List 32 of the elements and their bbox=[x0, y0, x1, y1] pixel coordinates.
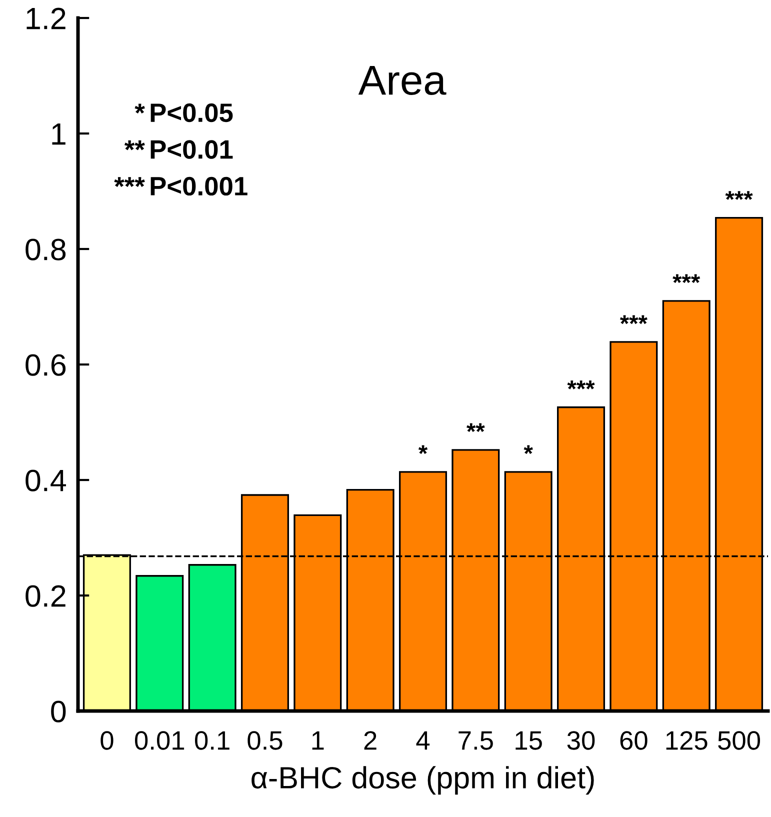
data-label: *** bbox=[567, 380, 595, 390]
x-tick-label: 0 bbox=[100, 731, 114, 750]
x-tick-label: 15 bbox=[516, 731, 542, 750]
y-tick-label: 0.6 bbox=[26, 354, 66, 376]
x-tick-label: 0.01 bbox=[134, 731, 184, 750]
y-tick-label: 0.4 bbox=[26, 470, 66, 492]
y-tick-label: 1 bbox=[52, 124, 66, 145]
x-tick-label: 0.1 bbox=[195, 731, 230, 750]
x-axis-title: α-BHC dose (ppm in diet) bbox=[252, 766, 594, 795]
x-tick-label: 4 bbox=[416, 731, 430, 750]
x-tick-label: 1 bbox=[312, 731, 324, 750]
annotation: *** P<0.001 bbox=[114, 176, 248, 196]
x-tick-label: 500 bbox=[718, 731, 760, 750]
x-tick-label: 0.5 bbox=[248, 731, 282, 750]
x-tick-label: 125 bbox=[666, 731, 708, 750]
data-label: *** bbox=[620, 315, 648, 324]
x-tick-label: 2 bbox=[364, 731, 376, 750]
y-tick-label: 1.2 bbox=[26, 8, 66, 30]
data-label: *** bbox=[725, 191, 753, 200]
data-label: * bbox=[524, 445, 533, 454]
y-tick-label: 0.8 bbox=[26, 238, 66, 260]
text: Area bbox=[358, 66, 446, 96]
annotation: * P<0.05 bbox=[134, 103, 233, 122]
x-tick-label: 60 bbox=[620, 731, 648, 750]
y-tick-label: 0 bbox=[51, 700, 66, 722]
x-tick-label: 30 bbox=[567, 731, 595, 750]
data-label: *** bbox=[672, 274, 700, 284]
x-tick-label: 7.5 bbox=[458, 731, 493, 750]
data-label: * bbox=[418, 445, 428, 454]
annotation: ** P<0.01 bbox=[124, 140, 233, 159]
y-tick-label: 0.2 bbox=[26, 585, 66, 607]
data-label: ** bbox=[466, 423, 485, 432]
